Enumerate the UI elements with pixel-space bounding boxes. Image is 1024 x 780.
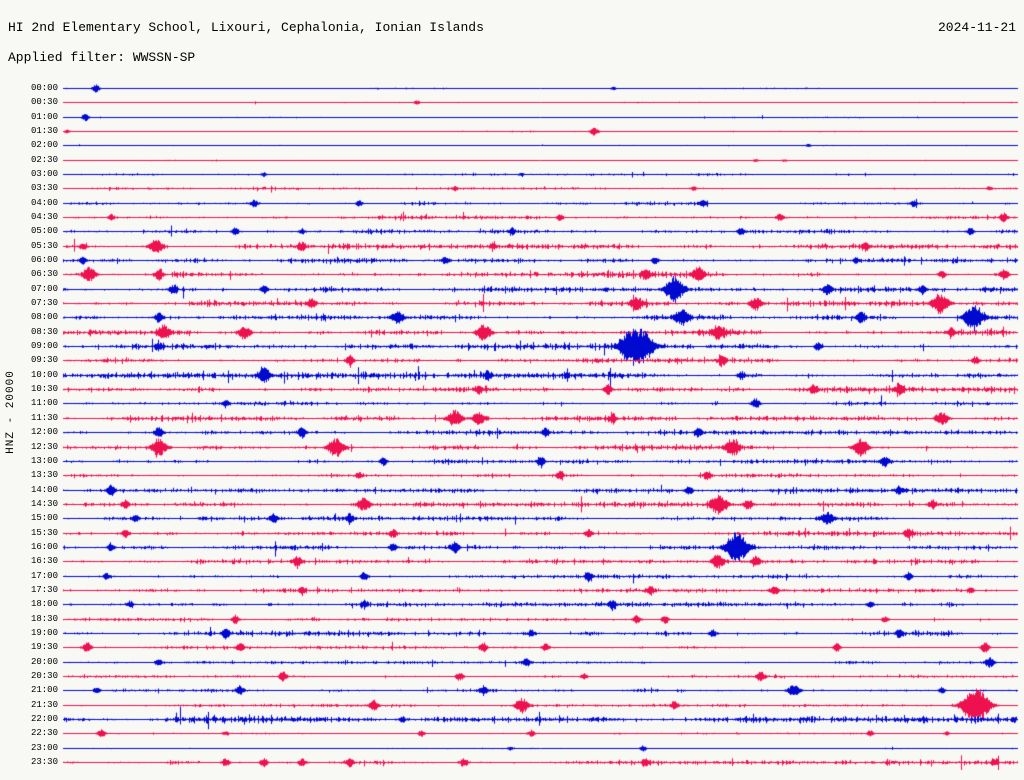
time-label: 09:00: [30, 341, 58, 352]
time-label: 16:30: [30, 556, 58, 567]
time-label: 07:30: [30, 298, 58, 309]
time-axis: 00:00 00:30 01:00 01:30 02:00 02:30 03:00 03:30…: [0, 0, 58, 780]
time-label: 04:00: [30, 197, 58, 208]
time-label: 19:00: [30, 627, 58, 638]
time-label: 01:00: [30, 111, 58, 122]
time-label: 22:30: [30, 728, 58, 739]
time-label: 05:30: [30, 240, 58, 251]
time-label: 05:00: [30, 226, 58, 237]
time-label: 03:30: [30, 183, 58, 194]
time-label: 13:30: [30, 470, 58, 481]
time-label: 01:30: [30, 126, 58, 137]
time-label: 11:00: [30, 398, 58, 409]
time-label: 20:30: [30, 670, 58, 681]
time-label: 02:00: [30, 140, 58, 151]
station-title: HI 2nd Elementary School, Lixouri, Cepha…: [8, 20, 484, 35]
time-label: 21:00: [30, 685, 58, 696]
time-label: 14:30: [30, 498, 58, 509]
time-label: 10:30: [30, 384, 58, 395]
time-label: 17:30: [30, 584, 58, 595]
time-label: 23:30: [30, 757, 58, 767]
time-label: 06:00: [30, 255, 58, 266]
time-label: 13:00: [30, 455, 58, 466]
time-label: 19:30: [30, 642, 58, 653]
time-label: 15:00: [30, 513, 58, 524]
time-label: 18:30: [30, 613, 58, 624]
time-label: 06:30: [30, 269, 58, 280]
time-label: 14:00: [30, 484, 58, 495]
applied-filter-label: Applied filter: WWSSN-SP: [8, 50, 196, 65]
time-label: 22:00: [30, 713, 58, 724]
time-label: 11:30: [30, 412, 58, 423]
time-label: 18:00: [30, 599, 58, 610]
time-label: 16:00: [30, 541, 58, 552]
time-label: 21:30: [30, 699, 58, 710]
time-label: 00:00: [30, 83, 58, 93]
time-label: 07:00: [30, 283, 58, 294]
time-label: 15:30: [30, 527, 58, 538]
time-label: 10:00: [30, 369, 58, 380]
time-label: 08:30: [30, 326, 58, 337]
time-label: 12:00: [30, 427, 58, 438]
time-label: 00:30: [30, 97, 58, 108]
time-label: 08:00: [30, 312, 58, 323]
time-label: 03:00: [30, 169, 58, 180]
time-label: 12:30: [30, 441, 58, 452]
time-label: 02:30: [30, 154, 58, 165]
time-label: 04:30: [30, 212, 58, 223]
time-label: 09:30: [30, 355, 58, 366]
record-date: 2024-11-21: [937, 20, 1016, 35]
time-label: 20:00: [30, 656, 58, 667]
time-label: 17:00: [30, 570, 58, 581]
time-label: 23:00: [30, 742, 58, 753]
